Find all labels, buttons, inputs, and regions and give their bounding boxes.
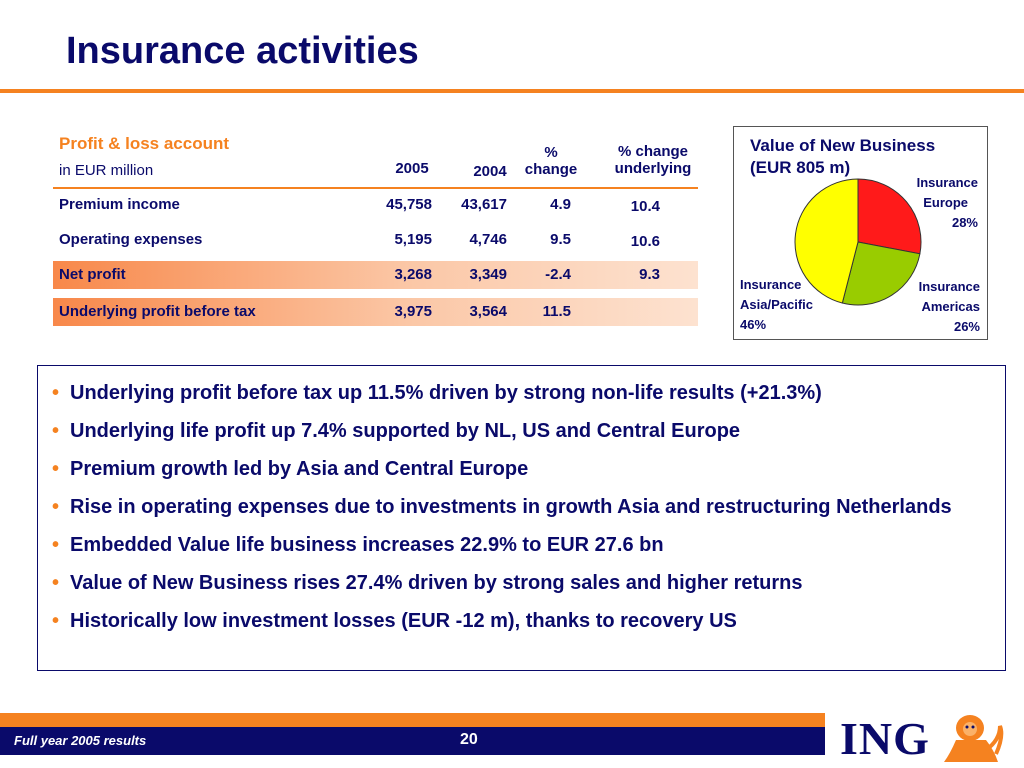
cell-2004: 3,349 xyxy=(469,266,507,283)
pl-header-rule xyxy=(53,187,698,189)
bullet-dot: • xyxy=(52,610,60,632)
table-row-operating-expenses: Operating expenses 5,195 4,746 9.5 10.6 xyxy=(53,226,698,254)
bullet-text: Underlying profit before tax up 11.5% dr… xyxy=(70,382,822,404)
pie-slice-americas xyxy=(841,241,921,306)
cell-underlying: 10.6 xyxy=(630,233,660,250)
bullet-text: Rise in operating expenses due to invest… xyxy=(70,496,952,518)
pie-label-americas-pct: 26% xyxy=(953,319,980,334)
pl-subheading: in EUR million xyxy=(59,162,154,179)
row-label: Net profit xyxy=(59,266,126,283)
bullet-item: • Historically low investment losses (EUR… xyxy=(48,606,1005,636)
cell-2004: 3,564 xyxy=(469,303,507,320)
bullet-dot: • xyxy=(52,458,60,480)
footer-page-number: 20 xyxy=(460,731,478,748)
pie-label-asia-name2: Asia/Pacific xyxy=(740,297,813,312)
col-header-2005: 2005 xyxy=(395,160,429,177)
ing-logo: ING xyxy=(840,710,1010,765)
ing-logo-text: ING xyxy=(840,713,930,764)
vnb-title-line1: Value of New Business xyxy=(750,136,936,155)
bullet-text: Underlying life profit up 7.4% supported… xyxy=(70,420,741,442)
cell-pct-change: 4.9 xyxy=(550,196,571,213)
footer-blue-bar xyxy=(0,727,825,755)
bullet-text: Historically low investment losses (EUR … xyxy=(70,610,737,632)
table-row-net-profit: Net profit 3,268 3,349 -2.4 9.3 xyxy=(53,261,698,289)
bullet-list: • Underlying profit before tax up 11.5% d… xyxy=(38,366,1005,636)
pie-label-americas: Insurance Americas 26% xyxy=(908,277,980,337)
bullet-item: • Embedded Value life business increases … xyxy=(48,530,1005,560)
col-header-pct-line1: % xyxy=(544,144,558,161)
pie-label-europe-name1: Insurance xyxy=(916,175,978,190)
vnb-box: Value of New Business (EUR 805 m) Insura… xyxy=(733,126,988,340)
cell-2005: 5,195 xyxy=(394,231,432,248)
bullet-dot: • xyxy=(52,420,60,442)
bullet-text: Value of New Business rises 27.4% driven… xyxy=(70,572,803,594)
bullet-dot: • xyxy=(52,534,60,556)
bullet-item: • Rise in operating expenses due to inves… xyxy=(48,492,1005,522)
row-label: Premium income xyxy=(59,196,180,213)
vnb-title-line2: (EUR 805 m) xyxy=(750,158,851,177)
table-row-underlying-profit: Underlying profit before tax 3,975 3,564… xyxy=(53,298,698,326)
pie-label-asia-name1: Insurance xyxy=(740,277,802,292)
bullet-item: • Underlying life profit up 7.4% supporte… xyxy=(48,416,1005,446)
pl-heading: Profit & loss account xyxy=(59,134,230,153)
pie-label-asia: Insurance Asia/Pacific 46% xyxy=(740,275,813,335)
cell-pct-change: -2.4 xyxy=(545,266,571,283)
cell-2004: 4,746 xyxy=(469,231,507,248)
col-header-underlying: % change underlying xyxy=(603,143,703,177)
bullet-dot: • xyxy=(52,572,60,594)
vnb-pie-chart xyxy=(794,178,922,306)
cell-pct-change: 9.5 xyxy=(550,231,571,248)
cell-pct-change: 11.5 xyxy=(542,303,571,320)
col-header-pct-change: % change xyxy=(519,144,583,178)
col-header-2004: 2004 xyxy=(473,163,507,180)
vnb-title: Value of New Business (EUR 805 m) xyxy=(750,135,935,179)
pie-label-americas-name1: Insurance xyxy=(918,279,980,294)
col-header-pct-line2: change xyxy=(524,161,578,178)
cell-underlying: 9.3 xyxy=(639,266,660,283)
pie-slice-europe xyxy=(857,178,922,255)
slide-title: Insurance activities xyxy=(66,30,419,72)
pie-label-europe-name2: Europe xyxy=(923,195,968,210)
bullet-item: • Underlying profit before tax up 11.5% d… xyxy=(48,378,1005,408)
col-header-und-line2: underlying xyxy=(614,160,692,177)
row-label: Underlying profit before tax xyxy=(59,303,256,320)
bullet-box: • Underlying profit before tax up 11.5% d… xyxy=(37,365,1006,671)
cell-2005: 45,758 xyxy=(386,196,432,213)
cell-2004: 43,617 xyxy=(461,196,507,213)
row-label: Operating expenses xyxy=(59,231,203,248)
bullet-text: Embedded Value life business increases 2… xyxy=(70,534,664,556)
footer-presentation-name: Full year 2005 results xyxy=(14,733,147,748)
col-header-und-line1: % change xyxy=(617,143,689,160)
cell-underlying: 10.4 xyxy=(630,198,660,215)
pie-label-europe: Insurance Europe 28% xyxy=(908,173,978,233)
footer-orange-bar xyxy=(0,713,825,727)
pie-slice-asia xyxy=(794,178,859,304)
bullet-text: Premium growth led by Asia and Central E… xyxy=(70,458,529,480)
cell-2005: 3,975 xyxy=(394,303,432,320)
lion-icon xyxy=(944,715,1004,762)
cell-2005: 3,268 xyxy=(394,266,432,283)
bullet-dot: • xyxy=(52,496,60,518)
bullet-item: • Value of New Business rises 27.4% drive… xyxy=(48,568,1005,598)
bullet-item: • Premium growth led by Asia and Central … xyxy=(48,454,1005,484)
table-row-premium-income: Premium income 45,758 43,617 4.9 10.4 xyxy=(53,191,698,219)
pie-label-americas-name2: Americas xyxy=(921,299,980,314)
pie-label-asia-pct: 46% xyxy=(740,317,767,332)
title-divider xyxy=(0,89,1024,93)
pie-label-europe-pct: 28% xyxy=(951,215,978,230)
bullet-dot: • xyxy=(52,382,60,404)
